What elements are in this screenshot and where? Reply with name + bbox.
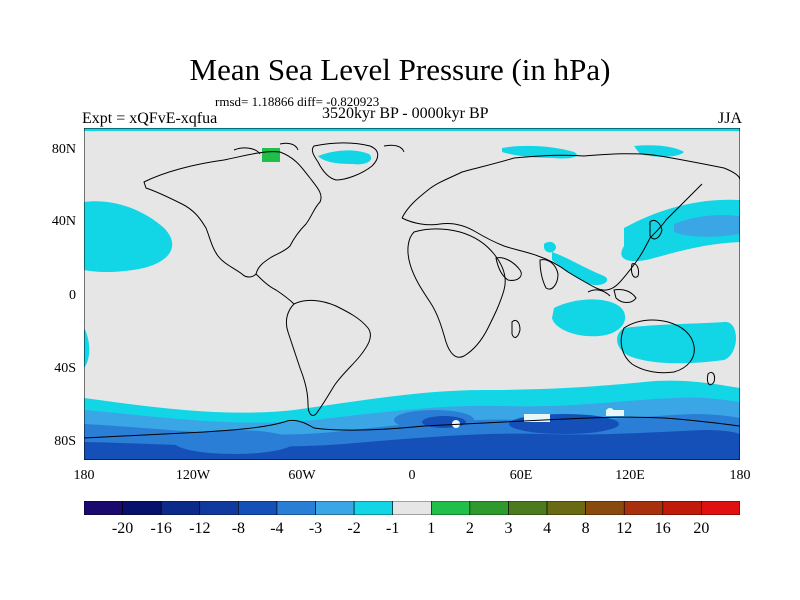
coastlines (84, 142, 740, 439)
colorbar-swatch-10 (469, 501, 509, 515)
colorbar-label: -2 (347, 520, 361, 537)
anomaly-patch-canadian-archipelago (262, 148, 280, 162)
colorbar-label: -20 (111, 520, 134, 537)
coast-madagascar (511, 319, 521, 338)
coast-greenland (311, 142, 379, 181)
lon-tick-120w: 120W (175, 468, 211, 483)
map-panel (84, 128, 740, 460)
colorbar-swatch-2 (160, 501, 201, 515)
colorbar-label: 16 (654, 520, 671, 537)
colorbar-label: -3 (308, 520, 323, 537)
anomaly-patch-barents (634, 145, 684, 157)
coast-new-zealand (707, 371, 715, 386)
coast-south-america (285, 299, 371, 417)
colorbar-label: -16 (150, 520, 172, 537)
coast-arctic-islands (233, 142, 405, 155)
coast-north-america (143, 151, 322, 278)
colorbar-swatch-12 (546, 501, 586, 515)
map-title: Mean Sea Level Pressure (in hPa) (189, 52, 611, 87)
season-label: JJA (717, 110, 742, 127)
colorbar-label: -12 (189, 520, 211, 537)
coast-sumatra-borneo (587, 289, 637, 303)
colorbar-swatch-9 (430, 501, 471, 515)
colorbar-swatch-3 (199, 501, 239, 515)
colorbar-label: -8 (231, 520, 246, 537)
colorbar-swatch-4 (238, 501, 278, 515)
anomaly-patch-greenland-sea (318, 150, 372, 165)
lon-tick-60e: 60E (509, 468, 533, 483)
colorbar-swatch-5 (276, 501, 316, 515)
anomaly-patch-ross (606, 410, 624, 416)
anomaly-patch-north-pacific (84, 201, 173, 272)
colorbar-swatch-0 (84, 501, 123, 515)
colorbar-label: 3 (504, 520, 513, 537)
lon-tick-120e: 120E (615, 468, 645, 483)
colorbar-label: 20 (693, 520, 710, 537)
colorbar-label: -1 (386, 520, 400, 537)
anomaly-patch-weddell (524, 414, 550, 422)
lat-tick-0: 0 (69, 288, 76, 303)
lon-tick-60w: 60W (288, 468, 316, 483)
anomaly-patch-indian-ocean (552, 299, 626, 337)
coast-africa (407, 228, 506, 358)
anomaly-patch-northwest-pacific-mid (674, 214, 740, 237)
colorbar-label: 1 (427, 520, 436, 537)
lat-tick-40n: 40N (51, 214, 76, 229)
coast-antarctica (84, 416, 740, 439)
colorbar-swatch-15 (662, 501, 702, 515)
anomaly-band-north-edge (84, 128, 740, 131)
anomaly-patch-south-china-sea (552, 252, 608, 286)
colorbar-label: 2 (465, 520, 474, 537)
coast-india (539, 259, 559, 290)
colorbar-swatch-6 (315, 501, 355, 515)
lon-tick-180-right: 180 (729, 468, 751, 483)
coast-japan (649, 219, 663, 240)
coast-philippines (631, 263, 639, 278)
coast-australia (620, 319, 695, 374)
stats-line: rmsd= 1.18866 diff= -0.820923 (215, 94, 380, 109)
lon-tick-180-left: 180 (73, 468, 95, 483)
coast-central-america (255, 273, 295, 305)
coast-arabia (495, 257, 522, 281)
period-label: 3520kyr BP - 0000kyr BP (322, 105, 489, 122)
colorbar (84, 501, 740, 515)
colorbar-swatch-16 (701, 501, 740, 515)
lat-tick-40s: 40S (54, 361, 76, 376)
colorbar-label: 4 (543, 520, 552, 537)
lon-tick-0: 0 (408, 468, 416, 483)
colorbar-swatch-1 (122, 501, 162, 515)
anomaly-patch-south-pacific (174, 430, 294, 454)
lat-tick-80n: 80N (51, 142, 76, 157)
colorbar-swatch-11 (508, 501, 548, 515)
anomaly-patch-south-america-west (84, 328, 90, 368)
anomaly-patch-australia-east (617, 321, 736, 364)
colorbar-swatch-13 (585, 501, 625, 515)
anomaly-spot-antarctic-2 (606, 408, 614, 416)
anomaly-patch-west-africa (544, 241, 556, 253)
colorbar-label: 12 (616, 520, 633, 537)
colorbar-swatch-7 (353, 501, 394, 515)
experiment-label: Expt = xQFvE-xqfua (82, 110, 218, 127)
colorbar-label: 8 (581, 520, 590, 537)
colorbar-swatch-8 (392, 501, 432, 515)
coast-eurasia (401, 153, 740, 291)
colorbar-swatch-14 (623, 501, 664, 515)
colorbar-label: -4 (270, 520, 284, 537)
lat-tick-80s: 80S (54, 434, 76, 449)
